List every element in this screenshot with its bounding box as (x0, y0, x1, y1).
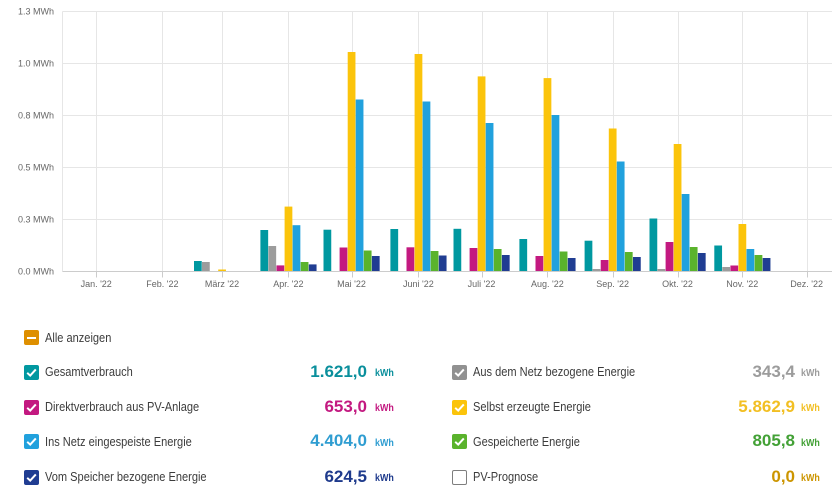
svg-text:0.0 MWh: 0.0 MWh (18, 267, 54, 277)
svg-text:März '22: März '22 (205, 279, 239, 289)
svg-text:1.0 MWh: 1.0 MWh (18, 59, 54, 69)
svg-text:Apr. '22: Apr. '22 (273, 279, 303, 289)
svg-text:Nov. '22: Nov. '22 (726, 279, 758, 289)
svg-text:Juni '22: Juni '22 (403, 279, 434, 289)
svg-text:1.3 MWh: 1.3 MWh (18, 7, 54, 17)
svg-text:0.8 MWh: 0.8 MWh (18, 111, 54, 121)
svg-text:Mai '22: Mai '22 (337, 279, 366, 289)
svg-text:Aug. '22: Aug. '22 (531, 279, 564, 289)
svg-text:0.5 MWh: 0.5 MWh (18, 163, 54, 173)
svg-text:Juli '22: Juli '22 (468, 279, 496, 289)
svg-text:Dez. '22: Dez. '22 (790, 279, 823, 289)
svg-text:Sep. '22: Sep. '22 (596, 279, 629, 289)
svg-text:Jan. '22: Jan. '22 (81, 279, 112, 289)
svg-text:Feb. '22: Feb. '22 (146, 279, 178, 289)
svg-text:Okt. '22: Okt. '22 (662, 279, 693, 289)
svg-text:0.3 MWh: 0.3 MWh (18, 215, 54, 225)
